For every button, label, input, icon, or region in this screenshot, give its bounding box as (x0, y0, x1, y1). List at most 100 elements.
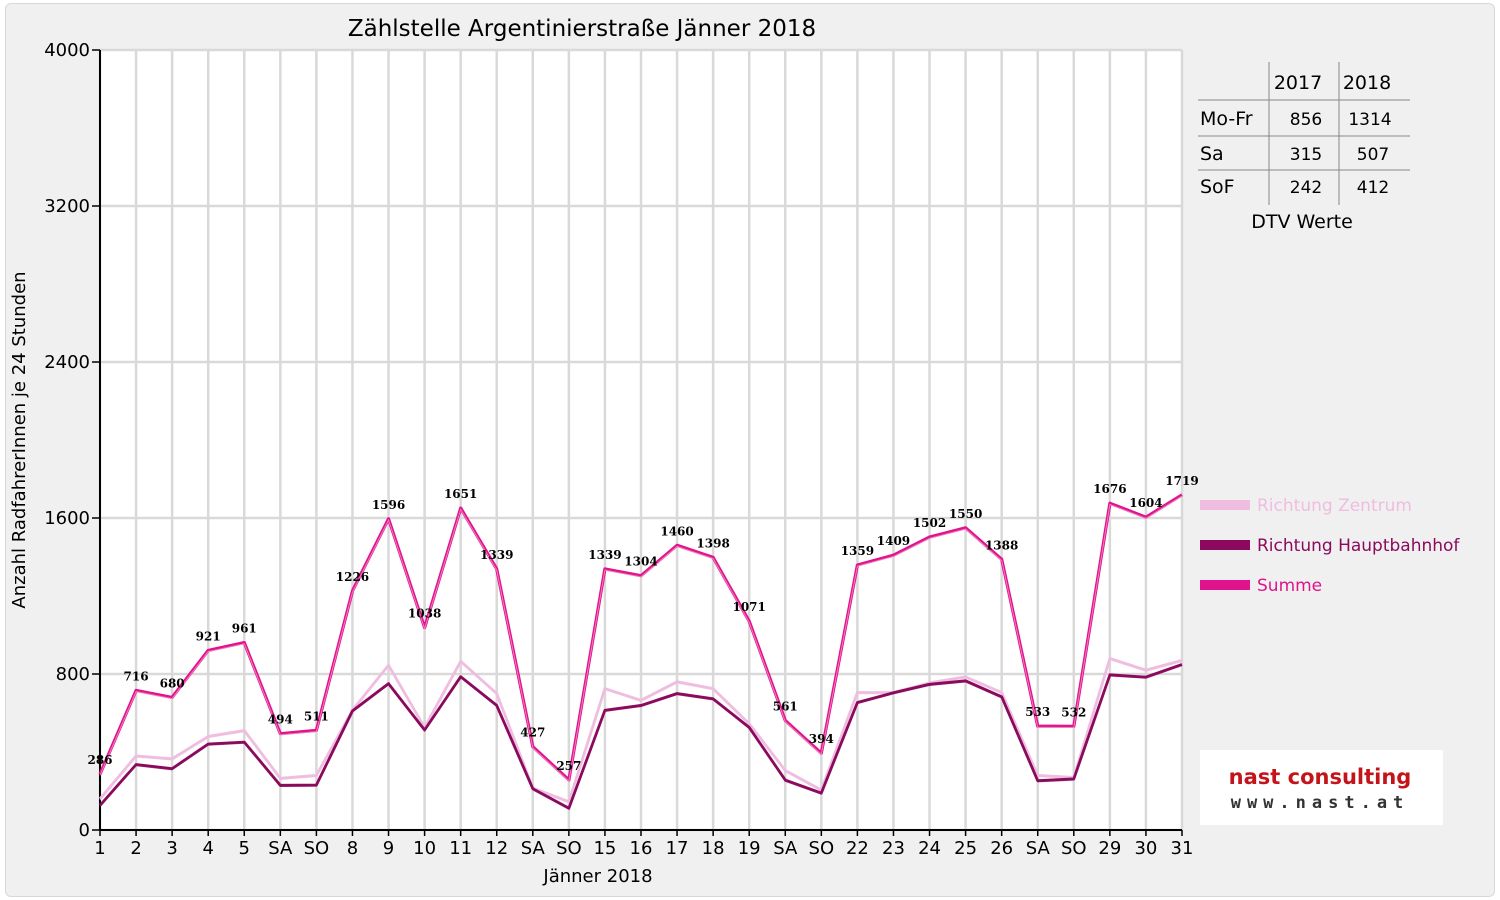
x-tick-label: SO (556, 838, 582, 859)
legend-swatch-zentrum (1200, 500, 1250, 510)
x-tick-label: 29 (1098, 838, 1121, 859)
x-tick-label: 11 (449, 838, 472, 859)
logo-url: www.nast.at (1231, 793, 1410, 813)
legend-swatch-hauptbahnhof (1200, 540, 1250, 550)
x-tick-label: SA (1026, 838, 1051, 859)
table-row-label: SoF (1200, 176, 1235, 198)
y-tick-label: 0 (79, 820, 90, 841)
nast-logo: nast consulting www.nast.at (1200, 750, 1443, 825)
data-label: 1460 (660, 524, 693, 538)
series-line-summe-highlight (99, 495, 1183, 783)
x-axis-title: Jänner 2018 (542, 866, 652, 887)
x-tick-label: 15 (593, 838, 616, 859)
series-lines (98, 493, 1183, 811)
data-label: 1038 (408, 607, 441, 621)
data-labels: 286 716 680 921 961 494 511 1226 1596 1038 1651 133… (87, 474, 1198, 773)
table-cell: 242 (1290, 178, 1322, 198)
table-header-2018: 2018 (1343, 72, 1391, 94)
y-tick-label: 4000 (44, 40, 90, 61)
table-cell: 1314 (1348, 110, 1391, 130)
y-axis-title: Anzahl RadfahrerInnen je 24 Stunden (9, 271, 30, 608)
x-tick-label: 22 (846, 838, 869, 859)
data-label: 1719 (1165, 474, 1198, 488)
x-tick-label: 2 (130, 838, 141, 859)
table-cell: 315 (1290, 145, 1322, 165)
table-cell: 412 (1357, 178, 1389, 198)
data-label: 257 (556, 759, 581, 773)
data-label: 1550 (949, 507, 982, 521)
x-tick-label: 16 (630, 838, 653, 859)
x-tick-label: SO (304, 838, 330, 859)
y-tick-labels: 0 800 1600 2400 3200 4000 (44, 40, 90, 841)
data-label: 532 (1061, 705, 1086, 719)
table-cell: 856 (1290, 110, 1322, 130)
data-label: 394 (809, 732, 834, 746)
data-label: 1676 (1093, 482, 1126, 496)
x-tick-label: 8 (347, 838, 358, 859)
x-tick-label: 17 (666, 838, 689, 859)
logo-brand: nast consulting (1229, 765, 1412, 789)
series-line-richtung-zentrum-highlight (99, 658, 1183, 804)
data-label: 1071 (732, 600, 765, 614)
x-tick-label: 25 (954, 838, 977, 859)
x-tick-label: 9 (383, 838, 394, 859)
legend-swatch-summe (1200, 580, 1250, 590)
x-tick-label: 5 (239, 838, 250, 859)
data-label: 1359 (841, 544, 874, 558)
y-tick-label: 2400 (44, 352, 90, 373)
data-label: 1339 (480, 548, 513, 562)
x-tick-label: SA (268, 838, 293, 859)
axes (92, 49, 1183, 836)
data-label: 511 (304, 709, 329, 723)
x-tick-label: 4 (202, 838, 213, 859)
data-label: 1651 (444, 487, 477, 501)
data-label: 961 (232, 622, 257, 636)
x-tick-label: 1 (94, 838, 105, 859)
x-tick-label: 26 (990, 838, 1013, 859)
x-tick-label: SA (773, 838, 798, 859)
legend: Richtung Zentrum Richtung Hauptbahnhof S… (1200, 496, 1460, 596)
data-label: 1604 (1129, 496, 1162, 510)
x-tick-label: 10 (413, 838, 436, 859)
data-label: 561 (773, 700, 798, 714)
series-line-richtung-zentrum (98, 657, 1183, 804)
logo-background (1200, 750, 1443, 825)
data-label: 1388 (985, 538, 1018, 552)
table-caption: DTV Werte (1251, 211, 1353, 233)
legend-label-zentrum: Richtung Zentrum (1257, 496, 1412, 516)
y-tick-label: 3200 (44, 196, 90, 217)
series-line-richtung-hauptbahnhof-highlight (99, 665, 1183, 811)
table-header-2017: 2017 (1274, 72, 1322, 94)
x-tick-label: 31 (1171, 838, 1194, 859)
x-tick-label: SO (1061, 838, 1087, 859)
data-label: 1409 (877, 534, 910, 548)
data-label: 1226 (336, 570, 369, 584)
data-label: 1596 (372, 498, 405, 512)
y-tick-label: 1600 (44, 508, 90, 529)
data-label: 494 (268, 713, 293, 727)
dtv-table: 2017 2018 Mo-Fr 856 1314 Sa 315 507 SoF … (1198, 62, 1410, 233)
table-row-label: Mo-Fr (1200, 108, 1253, 130)
table-cell: 507 (1357, 145, 1389, 165)
legend-label-summe: Summe (1257, 576, 1322, 596)
data-label: 1502 (913, 516, 946, 530)
data-label: 716 (124, 669, 149, 683)
x-tick-label: 23 (882, 838, 905, 859)
x-tick-label: 12 (485, 838, 508, 859)
data-label: 680 (160, 676, 185, 690)
x-tick-label: 24 (918, 838, 941, 859)
series-line-richtung-hauptbahnhof (98, 663, 1183, 810)
data-label: 1339 (588, 548, 621, 562)
table-row-label: Sa (1200, 143, 1224, 165)
y-tick-label: 800 (56, 664, 90, 685)
data-label: 921 (196, 629, 221, 643)
x-tick-label: SA (521, 838, 546, 859)
data-label: 533 (1025, 705, 1050, 719)
data-label: 427 (520, 726, 545, 740)
data-label: 1398 (696, 536, 729, 550)
legend-label-hauptbahnhof: Richtung Hauptbahnhof (1257, 536, 1460, 556)
x-tick-label: 19 (738, 838, 761, 859)
chart-title: Zählstelle Argentinierstraße Jänner 2018 (348, 16, 816, 42)
data-label: 286 (87, 753, 112, 767)
